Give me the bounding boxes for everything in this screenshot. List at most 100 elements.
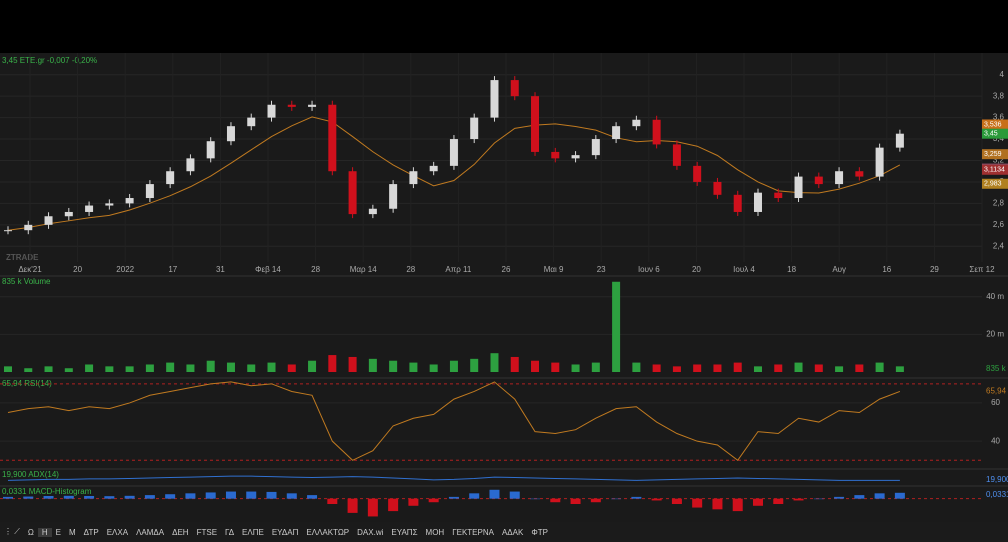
candle [4, 230, 12, 232]
candle [490, 80, 499, 118]
macd-bar [3, 496, 13, 499]
volume-bar [24, 368, 33, 372]
chart: 3,45 ETE.gr -0,007 -0,20% ZTRADE 2,4 2,6 2… [0, 53, 1008, 522]
macd-bar [509, 491, 520, 499]
candle [409, 171, 418, 185]
x-tick-label: 31 [216, 265, 225, 274]
price-label-bg [982, 128, 1008, 139]
candle [449, 139, 458, 166]
candle [287, 104, 296, 107]
price-label: 3,536 [984, 121, 1002, 128]
candle [531, 96, 540, 152]
candle [855, 171, 864, 177]
y-tick-label: 20 m [986, 330, 1004, 339]
volume-bar [267, 362, 276, 372]
x-tick-label: Απρ 11 [445, 265, 471, 274]
toolbar-item[interactable]: ΕΛΠΕ [242, 527, 264, 537]
toolbar-item[interactable]: ΛΑΜΔΑ [136, 527, 165, 537]
candle [470, 117, 479, 140]
panel-title: 19,900 ADX(14) [2, 470, 59, 479]
toolbar-item[interactable]: DAX.wi [357, 527, 384, 537]
toolbar-item[interactable]: ΦΤΡ [531, 527, 548, 537]
volume-bar [125, 366, 134, 372]
volume-bar [632, 362, 641, 372]
volume-bar [612, 281, 621, 372]
macd-bar [732, 498, 743, 512]
toolbar-item[interactable]: ΜΟΗ [425, 527, 445, 537]
volume-bar [186, 364, 195, 372]
price-label-bg [982, 149, 1008, 160]
toolbar-item[interactable]: Μ [68, 527, 76, 537]
candle [510, 80, 519, 97]
toolbar-item[interactable]: ΔΕΗ [172, 527, 189, 537]
last-label: 835 k [986, 364, 1007, 373]
macd-bar [185, 493, 196, 499]
volume-bar [226, 362, 235, 372]
x-tick-label: 26 [502, 265, 511, 274]
toolbar-item[interactable]: Ω [27, 527, 34, 537]
x-tick-label: Ιουν 6 [638, 265, 660, 274]
candle [105, 203, 114, 206]
price-label: 3,1134 [984, 167, 1005, 174]
toolbar-item[interactable]: ΓΕΚΤΕΡΝΑ [452, 527, 494, 537]
volume-bar [571, 364, 580, 372]
macd-bar [205, 492, 216, 499]
y-tick-label: 3,2 [993, 156, 1005, 165]
price-label: 2,983 [984, 181, 1002, 188]
candle [85, 205, 94, 212]
macd-bar [773, 498, 784, 504]
x-tick-label: 29 [930, 265, 939, 274]
price-label-bg [982, 164, 1008, 175]
price-label: 3,45 [984, 131, 998, 138]
y-tick-label: 3,6 [993, 113, 1005, 122]
macd-bar [590, 498, 601, 503]
candle [733, 194, 742, 212]
macd-bar [286, 493, 297, 499]
chart-bg [0, 53, 1008, 522]
toolbar-item[interactable]: ΕΛΧΑ [106, 527, 129, 537]
volume-bar [774, 364, 783, 372]
volume-bar [429, 364, 438, 372]
macd-bar [793, 498, 804, 501]
toolbar-item[interactable]: ΓΔ [225, 527, 235, 537]
icon[interactable]: ⋮ ⟋ [4, 527, 20, 536]
x-tick-label: 2022 [116, 265, 134, 274]
volume-bar [753, 366, 762, 372]
toolbar-item[interactable]: Ε [55, 527, 61, 537]
candle [632, 119, 641, 127]
volume-bar [875, 362, 884, 372]
toolbar-item[interactable]: FTSE [196, 527, 218, 537]
toolbar-item[interactable]: Η [37, 527, 52, 537]
x-tick-label: 28 [311, 265, 320, 274]
volume-bar [166, 362, 175, 372]
y-tick-label: 2,6 [993, 220, 1005, 229]
candle [64, 211, 73, 217]
macd-bar [225, 491, 236, 499]
x-tick-label: Φεβ 14 [255, 265, 281, 274]
volume-bar [247, 364, 256, 372]
candle [774, 192, 783, 199]
macd-bar [448, 496, 459, 499]
toolbar-item[interactable]: ΕΥΔΑΠ [271, 527, 299, 537]
volume-bar [713, 364, 722, 372]
toolbar-item[interactable]: ΔΤΡ [83, 527, 99, 537]
macd-bar [813, 498, 824, 500]
candle [389, 184, 398, 209]
candle [835, 171, 844, 185]
x-tick-label: 18 [787, 265, 796, 274]
volume-bar [206, 360, 215, 372]
toolbar-item[interactable]: ΑΔΑΚ [501, 527, 524, 537]
volume-bar [895, 366, 904, 372]
macd-bar [712, 498, 723, 510]
macd-bar [428, 498, 439, 503]
x-tick-label: Ιουλ 4 [733, 265, 755, 274]
volume-bar [733, 362, 742, 372]
volume-bar [287, 364, 296, 372]
toolbar-item[interactable]: ΕΛΛΑΚΤΩΡ [306, 527, 350, 537]
macd-bar [63, 495, 74, 499]
toolbar-item[interactable]: ΕΥΑΠΣ [391, 527, 418, 537]
volume-bar [44, 366, 53, 372]
candle [652, 119, 661, 145]
candle [226, 126, 235, 142]
volume-bar [794, 362, 803, 372]
